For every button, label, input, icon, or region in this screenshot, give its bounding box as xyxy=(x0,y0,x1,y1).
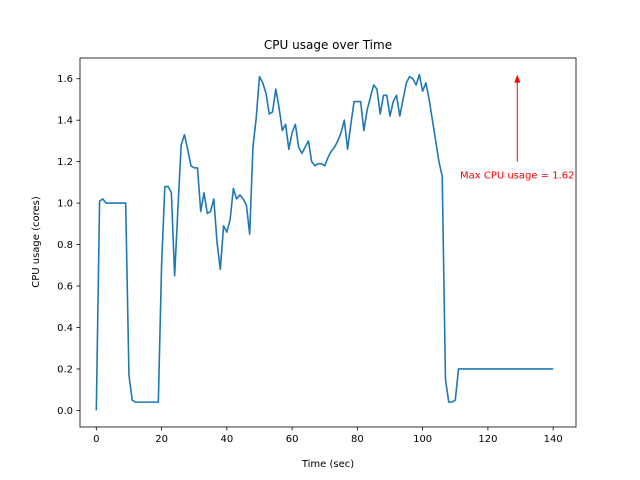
x-axis: 0 20 40 60 80 100 120 140 xyxy=(93,427,563,445)
y-axis-label: CPU usage (cores) xyxy=(31,196,42,288)
y-tick-label: 0.2 xyxy=(57,364,73,375)
y-tick-label: 1.6 xyxy=(57,74,73,85)
x-tick-label: 140 xyxy=(544,434,563,445)
axes-frame xyxy=(79,57,577,428)
annotation: Max CPU usage = 1.62 xyxy=(460,74,575,182)
series-line-0 xyxy=(95,73,554,411)
y-tick-label: 0.6 xyxy=(57,282,73,293)
y-axis: 0.0 0.2 0.4 0.6 0.8 1.0 1.2 1.4 1.6 xyxy=(57,74,80,417)
y-tick-label: 0.4 xyxy=(57,323,73,334)
x-axis-label: Time (sec) xyxy=(301,459,354,470)
x-tick-label: 40 xyxy=(220,434,233,445)
x-tick-label: 120 xyxy=(478,434,497,445)
x-tick-label: 80 xyxy=(351,434,364,445)
chart-title: CPU usage over Time xyxy=(264,38,392,52)
x-tick-label: 60 xyxy=(286,434,299,445)
y-tick-label: 0.0 xyxy=(57,406,73,417)
x-tick-label: 20 xyxy=(155,434,168,445)
annotation-arrow-head xyxy=(514,74,521,83)
x-tick-label: 0 xyxy=(93,434,99,445)
y-tick-label: 0.8 xyxy=(57,240,73,251)
annotation-text: Max CPU usage = 1.62 xyxy=(460,171,575,182)
y-tick-label: 1.2 xyxy=(57,157,73,168)
y-tick-label: 1.4 xyxy=(57,116,73,127)
y-tick-label: 1.0 xyxy=(57,199,73,210)
plot-area xyxy=(95,73,554,411)
x-tick-label: 100 xyxy=(413,434,432,445)
